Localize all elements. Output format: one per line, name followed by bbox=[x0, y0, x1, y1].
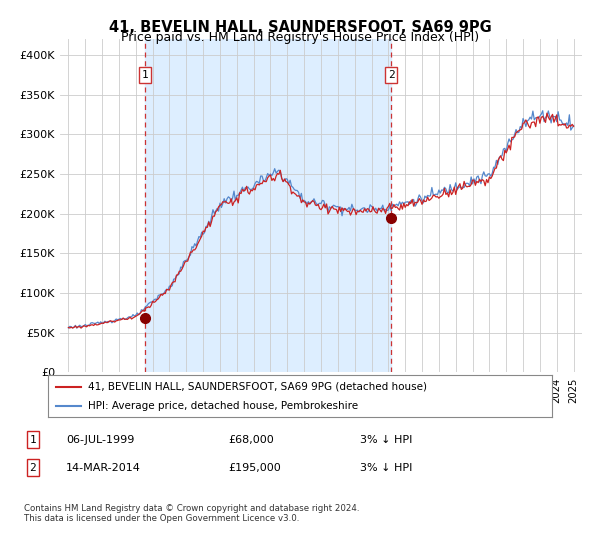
Text: 41, BEVELIN HALL, SAUNDERSFOOT, SA69 9PG: 41, BEVELIN HALL, SAUNDERSFOOT, SA69 9PG bbox=[109, 20, 491, 35]
Text: £195,000: £195,000 bbox=[228, 463, 281, 473]
Text: Price paid vs. HM Land Registry's House Price Index (HPI): Price paid vs. HM Land Registry's House … bbox=[121, 31, 479, 44]
Text: 2: 2 bbox=[29, 463, 37, 473]
Bar bbox=[145, 39, 391, 372]
Text: 1: 1 bbox=[29, 435, 37, 445]
Text: Contains HM Land Registry data © Crown copyright and database right 2024.
This d: Contains HM Land Registry data © Crown c… bbox=[24, 504, 359, 524]
Text: 3% ↓ HPI: 3% ↓ HPI bbox=[360, 463, 412, 473]
Text: 06-JUL-1999: 06-JUL-1999 bbox=[66, 435, 134, 445]
Text: 1: 1 bbox=[142, 70, 148, 80]
Text: 14-MAR-2014: 14-MAR-2014 bbox=[66, 463, 141, 473]
Text: £68,000: £68,000 bbox=[228, 435, 274, 445]
Text: 3% ↓ HPI: 3% ↓ HPI bbox=[360, 435, 412, 445]
Text: 2: 2 bbox=[388, 70, 395, 80]
Text: 41, BEVELIN HALL, SAUNDERSFOOT, SA69 9PG (detached house): 41, BEVELIN HALL, SAUNDERSFOOT, SA69 9PG… bbox=[88, 381, 427, 391]
Text: HPI: Average price, detached house, Pembrokeshire: HPI: Average price, detached house, Pemb… bbox=[88, 401, 358, 411]
